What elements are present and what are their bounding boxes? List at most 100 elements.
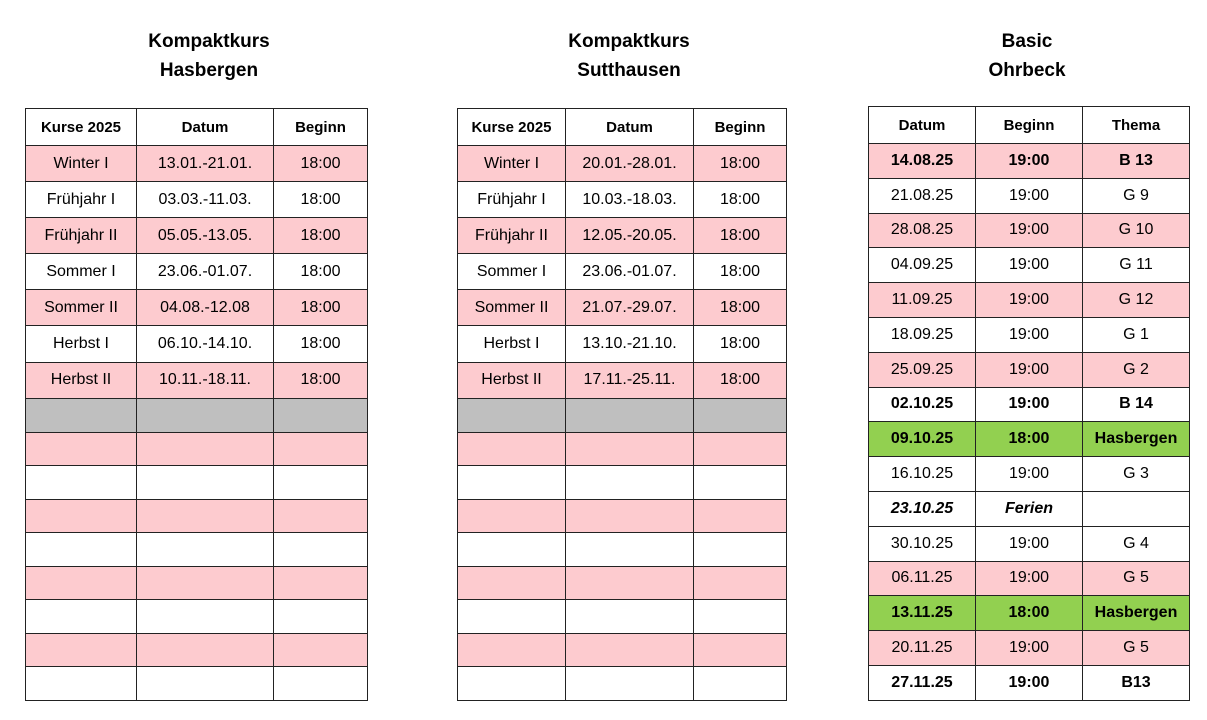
table-cell	[457, 632, 566, 668]
table-cell: G 1	[1082, 316, 1190, 353]
table-cell: 14.08.25	[868, 143, 976, 179]
table-row: 27.11.25 19:00 B13	[868, 664, 1190, 701]
table-cell: 13.01.-21.01.	[136, 144, 274, 183]
table-cell	[565, 666, 694, 701]
table-row: 23.10.25 Ferien	[868, 490, 1190, 527]
table-cell	[457, 465, 566, 500]
table-cell: Winter I	[457, 144, 566, 183]
table-cell	[273, 632, 368, 668]
table-cell: Frühjahr I	[457, 181, 566, 219]
table-cell	[136, 397, 274, 433]
table-cell: 20.01.-28.01.	[565, 144, 694, 183]
table-cell: G 4	[1082, 525, 1190, 562]
table-cell: 13.10.-21.10.	[565, 325, 694, 363]
empty-row	[25, 599, 368, 634]
table-cell: 18:00	[273, 181, 368, 219]
table-cell	[273, 465, 368, 500]
table-cell: G 2	[1082, 351, 1190, 388]
title-line: Basic	[1001, 31, 1053, 52]
table-cell	[457, 397, 566, 433]
table-cell: Winter I	[25, 144, 137, 183]
table-cell: 19:00	[975, 630, 1083, 666]
table-row: 04.09.25 19:00 G 11	[868, 247, 1190, 284]
table-row: 14.08.25 19:00 B 13	[868, 143, 1190, 179]
table-title: Kompaktkurs Hasbergen	[59, 27, 359, 85]
table-cell	[273, 498, 368, 534]
table-cell	[457, 666, 566, 701]
table-cell: 18:00	[273, 217, 368, 255]
table-cell	[136, 666, 274, 701]
schedule-table: Kurse 2025 Datum Beginn Winter I 13.01.-21.0…	[25, 108, 368, 701]
table-cell: 18:00	[693, 217, 787, 255]
table-cell	[457, 565, 566, 601]
header-row: Kurse 2025 Datum Beginn	[457, 108, 787, 146]
table-cell: 19:00	[975, 316, 1083, 353]
table-cell: 10.03.-18.03.	[565, 181, 694, 219]
table-cell: 25.09.25	[868, 351, 976, 388]
table-cell: 27.11.25	[868, 664, 976, 701]
header-row: Datum Beginn Thema	[868, 106, 1190, 144]
table-cell: Frühjahr II	[457, 217, 566, 255]
title-line: Hasbergen	[159, 60, 259, 81]
schedule-table: Kurse 2025 Datum Beginn Winter I 20.01.-28.0…	[457, 108, 787, 701]
empty-row	[25, 532, 368, 567]
table-row: Herbst II 10.11.-18.11. 18:00	[25, 361, 368, 399]
table-cell	[136, 565, 274, 601]
title-line: Kompaktkurs	[568, 31, 690, 52]
table-cell	[693, 498, 787, 534]
table-cell: G 5	[1082, 560, 1190, 597]
empty-row	[25, 465, 368, 500]
table-cell: Frühjahr II	[25, 217, 137, 255]
table-title: Basic Ohrbeck	[877, 27, 1177, 85]
table-cell: 11.09.25	[868, 282, 976, 318]
table-cell	[693, 532, 787, 567]
table-cell	[136, 532, 274, 567]
table-cell	[565, 632, 694, 668]
table-cell	[693, 632, 787, 668]
table-cell	[457, 431, 566, 467]
table-cell: 02.10.25	[868, 386, 976, 423]
table-cell: 19:00	[975, 282, 1083, 318]
table-cell	[25, 632, 137, 668]
table-row: 25.09.25 19:00 G 2	[868, 351, 1190, 388]
table-cell: 05.05.-13.05.	[136, 217, 274, 255]
empty-row	[457, 465, 787, 500]
table-cell: 04.08.-12.08	[136, 289, 274, 327]
table-cell: 19:00	[975, 143, 1083, 179]
table-row: 18.09.25 19:00 G 1	[868, 316, 1190, 353]
empty-row	[25, 431, 368, 467]
table-row: 20.11.25 19:00 G 5	[868, 630, 1190, 666]
table-cell	[565, 465, 694, 500]
table-cell: 18:00	[273, 325, 368, 363]
table-cell: 18:00	[273, 361, 368, 399]
table-cell: Sommer II	[25, 289, 137, 327]
table-cell: G 11	[1082, 247, 1190, 284]
table-cell	[693, 431, 787, 467]
table-row: Sommer I 23.06.-01.07. 18:00	[457, 253, 787, 291]
table-cell: 09.10.25	[868, 421, 976, 458]
table-cell: 28.08.25	[868, 212, 976, 249]
table-cell	[25, 599, 137, 634]
table-cell: Hasbergen	[1082, 421, 1190, 458]
table-cell: 19:00	[975, 177, 1083, 214]
empty-row	[25, 397, 368, 433]
table-cell	[136, 632, 274, 668]
table-row: 21.08.25 19:00 G 9	[868, 177, 1190, 214]
table-cell	[693, 465, 787, 500]
table-cell	[25, 431, 137, 467]
table-row: 13.11.25 18:00 Hasbergen	[868, 595, 1190, 632]
table-cell: 19:00	[975, 525, 1083, 562]
table-cell: 30.10.25	[868, 525, 976, 562]
table-title: Kompaktkurs Sutthausen	[479, 27, 779, 85]
table-cell	[136, 599, 274, 634]
column-header: Datum	[868, 106, 976, 144]
table-cell: Sommer I	[457, 253, 566, 291]
table-cell: 18:00	[975, 421, 1083, 458]
table-cell: Sommer I	[25, 253, 137, 291]
table-cell	[457, 498, 566, 534]
table-cell: 19:00	[975, 456, 1083, 492]
table-cell: G 10	[1082, 212, 1190, 249]
table-cell: Frühjahr I	[25, 181, 137, 219]
